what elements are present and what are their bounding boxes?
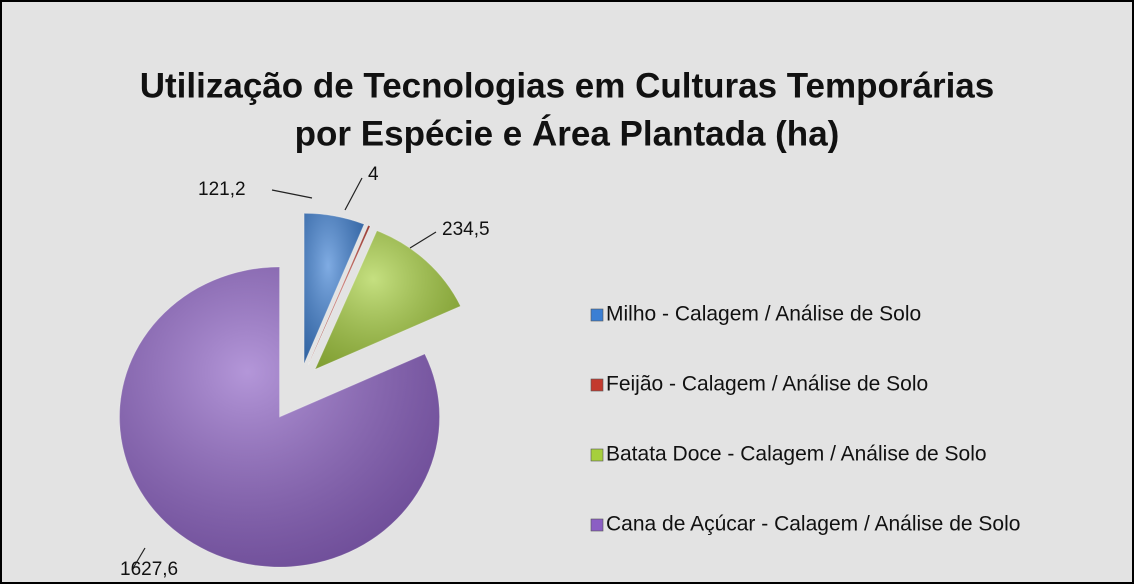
slice-shade — [304, 213, 365, 364]
slice-shade — [308, 225, 371, 365]
slice-shade — [119, 267, 440, 568]
data-label: 121,2 — [198, 179, 246, 200]
data-label: 1627,6 — [120, 559, 178, 580]
legend-label: Cana de Açúcar - Calagem / Análise de So… — [606, 513, 1020, 536]
chart-title: por Espécie e Área Plantada (ha) — [295, 113, 840, 153]
slice-shade — [315, 230, 461, 370]
legend-swatch — [590, 308, 604, 322]
legend-swatch — [590, 448, 604, 462]
leader-line — [409, 231, 437, 249]
leader-line — [131, 547, 146, 571]
legend-swatch — [590, 518, 604, 532]
legend-label: Batata Doce - Calagem / Análise de Solo — [606, 443, 987, 466]
legend-label: Milho - Calagem / Análise de Solo — [606, 303, 921, 326]
leader-line — [271, 189, 313, 199]
chart-title: Utilização de Tecnologias em Culturas Te… — [140, 66, 995, 105]
data-label: 234,5 — [442, 219, 490, 240]
data-label: 4 — [368, 164, 379, 185]
legend-label: Feijão - Calagem / Análise de Solo — [606, 373, 928, 396]
legend-swatch — [590, 378, 604, 392]
leader-line — [344, 177, 363, 211]
